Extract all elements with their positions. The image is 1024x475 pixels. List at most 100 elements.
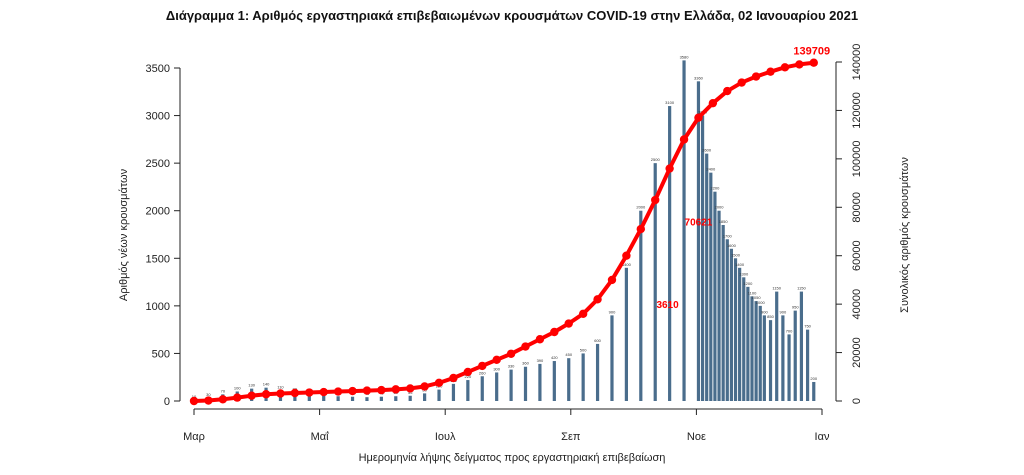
y-axis-left-title: Αριθμός νέων κρουσμάτων	[118, 168, 130, 301]
bar-data-label: 10	[192, 394, 197, 399]
bar	[742, 277, 746, 401]
bar	[567, 358, 571, 401]
bar	[480, 376, 484, 401]
bar-data-label: 2600	[702, 148, 712, 153]
bar	[705, 153, 709, 401]
bar	[696, 81, 701, 401]
bar	[775, 291, 779, 401]
annotations-layer: 3610 70621 139709	[656, 46, 830, 311]
cumulative-point	[550, 327, 559, 337]
bar	[668, 106, 672, 402]
bar-data-label: 300	[493, 366, 500, 371]
x-tick-label: Μαΐ	[311, 431, 330, 443]
bar	[653, 163, 657, 401]
cumulative-point	[506, 349, 516, 358]
bar-data-label: 950	[792, 305, 799, 310]
bar	[379, 396, 383, 401]
cumulative-point	[737, 78, 746, 87]
bar-data-label: 1600	[727, 243, 737, 248]
bar-data-label: 1150	[772, 286, 781, 291]
y-left-tick-label: 1500	[146, 253, 170, 265]
bar	[787, 334, 791, 401]
x-tick-label: Ιουλ	[435, 431, 456, 443]
bar	[738, 267, 742, 401]
cumulative-point	[607, 275, 617, 285]
y-right-tick-label: 40000	[851, 289, 863, 320]
bar-data-label: 3580	[680, 54, 690, 59]
bar-data-label: 1050	[752, 295, 762, 300]
cumulative-point	[492, 355, 501, 365]
y-right-tick-label: 120000	[851, 92, 863, 129]
bar	[812, 381, 816, 401]
chart-title: Διάγραμμα 1: Αριθμός εργαστηριακά επιβεβ…	[165, 8, 859, 23]
bar	[750, 296, 754, 401]
bars-layer: 1030701001301401109070605045404550558012…	[192, 54, 818, 402]
cumulative-point	[723, 86, 732, 96]
bar	[423, 393, 427, 401]
bar-data-label: 2400	[706, 167, 716, 172]
y-left-tick-label: 3500	[146, 63, 170, 75]
cumulative-point	[218, 395, 228, 404]
bar	[768, 320, 773, 401]
bar-data-label: 2200	[710, 186, 720, 191]
cumulative-point	[521, 342, 530, 351]
bar	[746, 286, 750, 401]
x-tick-label: Ιαν	[815, 431, 830, 443]
bar	[713, 191, 717, 401]
cumulative-point	[233, 393, 242, 402]
bar	[754, 301, 758, 401]
bar-data-label: 1300	[739, 271, 749, 276]
cumulative-point	[679, 135, 689, 144]
cumulative-point	[377, 385, 386, 395]
bar-data-label: 1500	[731, 252, 741, 257]
bar-data-label: 1400	[622, 262, 632, 267]
cumulative-point	[189, 396, 199, 406]
cumulative-annotation: 70621	[685, 217, 713, 228]
bar-data-label: 2000	[715, 205, 725, 210]
cumulative-point	[564, 319, 573, 328]
bar-data-label: 600	[594, 338, 601, 343]
cumulative-point	[593, 295, 602, 304]
cumulative-point	[434, 378, 444, 388]
bar	[725, 239, 729, 401]
bar	[466, 380, 470, 401]
y-right-tick-label: 140000	[851, 44, 863, 81]
bar-data-label: 2000	[636, 205, 646, 210]
cumulative-point	[780, 63, 790, 72]
bar	[799, 291, 804, 401]
cumulative-point	[348, 386, 357, 396]
bar	[437, 389, 441, 401]
cumulative-point	[204, 396, 213, 405]
bar-data-label: 110	[277, 385, 284, 390]
bar	[538, 363, 542, 401]
bar	[509, 369, 513, 401]
cumulative-point	[636, 224, 646, 234]
cumulative-point	[305, 388, 314, 397]
bar	[336, 396, 340, 401]
bar-data-label: 900	[609, 309, 616, 314]
cumulative-point	[694, 113, 703, 122]
y-right-tick-label: 0	[851, 398, 863, 404]
cumulative-point	[651, 195, 660, 205]
bar-data-label: 130	[248, 383, 255, 388]
y-axis-right-title: Συνολικός αριθμός κρουσμάτων	[899, 157, 911, 313]
bar	[495, 372, 499, 401]
bar	[350, 396, 355, 401]
cumulative-point	[535, 335, 545, 344]
cumulative-point	[420, 382, 429, 391]
bar	[523, 366, 528, 401]
bar-data-label: 330	[508, 364, 515, 369]
bar	[682, 60, 686, 401]
bar-data-label: 900	[780, 309, 787, 314]
bar-data-label: 260	[479, 370, 486, 375]
bar	[762, 315, 766, 401]
bar-data-label: 700	[786, 328, 793, 333]
bar	[721, 224, 725, 401]
bar	[394, 396, 398, 401]
bar-data-label: 2500	[651, 157, 661, 162]
bar	[624, 267, 628, 401]
bar	[639, 210, 643, 401]
cumulative-point	[795, 60, 804, 69]
bar	[610, 315, 614, 401]
